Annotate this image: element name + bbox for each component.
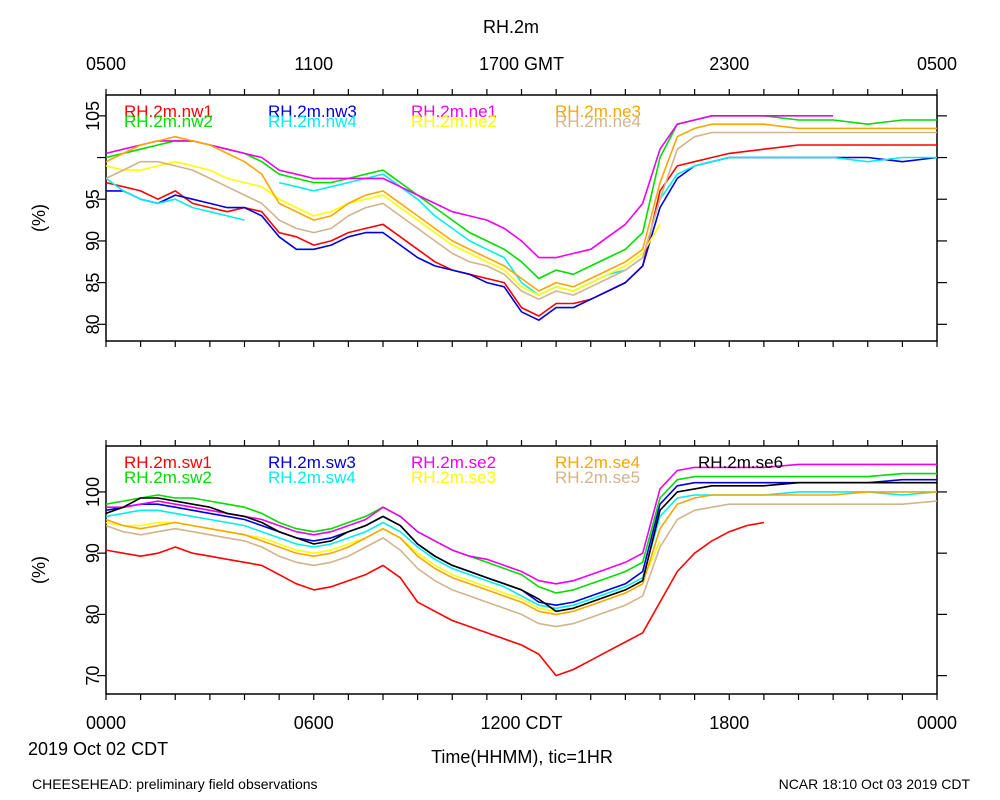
- series-line-RH-2m-ne2: [106, 160, 661, 296]
- y-tick-label: 85: [83, 273, 103, 293]
- footer-left: CHEESEHEAD: preliminary field observatio…: [32, 776, 318, 792]
- panel-upper: 80 85 90 95 105 (%) RH.2m.nw1 RH.2m.nw3 RH.2m.ne…: [29, 89, 947, 347]
- legend-label: RH.2m.ne1: [411, 102, 497, 121]
- legend-label: RH.2m.nw1: [124, 102, 213, 121]
- legend-label: RH.2m.sw2: [124, 468, 212, 487]
- date-label: 2019 Oct 02 CDT: [28, 739, 168, 759]
- series-line-RH-2m-nw3: [106, 156, 937, 322]
- x-axis-label: Time(HHMM), tic=1HR: [431, 747, 613, 767]
- y-tick-label: 100: [83, 477, 103, 507]
- legend-label: RH.2m.se4: [555, 453, 640, 472]
- y-tick-label: 105: [83, 101, 103, 131]
- series-line-RH-2m-se4: [106, 491, 937, 616]
- series-line-RH-2m-ne1: [106, 115, 834, 259]
- bottom-tick-label: 0000: [917, 713, 957, 733]
- y-axis-label: (%): [29, 556, 49, 584]
- bottom-axis-labels: 0000 0600 1200 CDT 1800 0000: [86, 713, 957, 733]
- top-tick-label: 0500: [86, 54, 126, 74]
- footer-right: NCAR 18:10 Oct 03 2019 CDT: [779, 776, 971, 792]
- bottom-tick-label: 1800: [709, 713, 749, 733]
- series-line-RH-2m-sw3: [106, 478, 937, 607]
- legend-label: RH.2m.se3: [411, 468, 496, 487]
- legend-label: RH.2m.se6: [698, 453, 783, 472]
- y-axis-label: (%): [29, 204, 49, 232]
- legend-label: RH.2m.nw2: [124, 112, 213, 131]
- top-axis-labels: 0500 1100 1700 GMT 2300 0500: [86, 54, 957, 74]
- chart-title: RH.2m: [483, 17, 539, 37]
- bottom-tick-label: 0000: [86, 713, 126, 733]
- legend-label: RH.2m.sw3: [268, 453, 356, 472]
- legend-label: RH.2m.sw1: [124, 453, 212, 472]
- top-tick-label: 1100: [294, 54, 333, 74]
- series-line-RH-2m-sw1: [106, 521, 765, 677]
- legend-label: RH.2m.nw3: [268, 102, 357, 121]
- y-tick-label: 90: [83, 543, 103, 563]
- top-tick-label: 2300: [709, 54, 749, 74]
- legend-label: RH.2m.se5: [555, 468, 640, 487]
- bottom-tick-label: 1200 CDT: [480, 713, 562, 733]
- legend-label: RH.2m.sw4: [268, 468, 356, 487]
- series-line-RH-2m-ne3: [106, 123, 937, 292]
- y-tick-label: 80: [83, 314, 103, 334]
- bottom-tick-label: 0600: [294, 713, 334, 733]
- legend-label: RH.2m.ne4: [555, 112, 641, 131]
- y-tick-label: 95: [83, 189, 103, 209]
- legend-label: RH.2m.ne2: [411, 112, 497, 131]
- y-tick-label: 70: [83, 666, 103, 686]
- y-tick-label: 80: [83, 604, 103, 624]
- series-line-RH-2m-ne4: [106, 131, 937, 301]
- legend-label: RH.2m.nw4: [268, 112, 357, 131]
- top-tick-label: 0500: [917, 54, 957, 74]
- legend-label: RH.2m.se2: [411, 453, 496, 472]
- series-line-RH-2m-nw4: [106, 177, 245, 221]
- series-line-RH-2m-se3: [106, 521, 661, 613]
- y-tick-label: 90: [83, 231, 103, 251]
- top-tick-label: 1700 GMT: [479, 54, 564, 74]
- series-line-RH-2m-se6: [106, 481, 937, 613]
- series-line-RH-2m-se5: [106, 500, 937, 628]
- series-line-RH-2m-nw2: [106, 115, 937, 280]
- legend-label: RH.2m.ne3: [555, 102, 641, 121]
